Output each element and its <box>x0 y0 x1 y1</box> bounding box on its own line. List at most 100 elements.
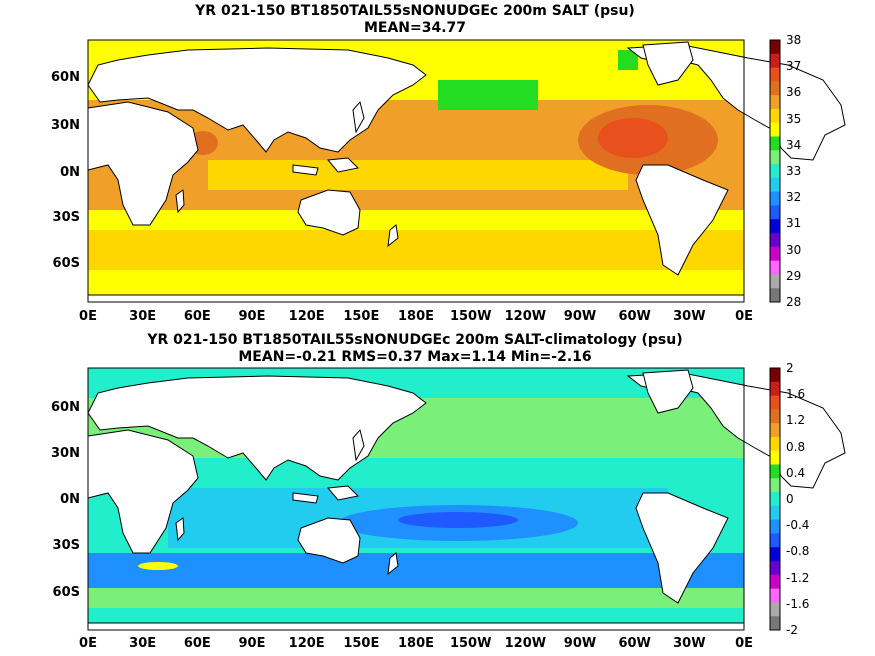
bottom-colorbar-tick: 1.2 <box>786 413 806 428</box>
bottom-lat-60n: 60N <box>51 400 80 415</box>
top-colorbar-swatch <box>770 122 780 138</box>
bottom-lon-label: 0E <box>735 636 753 651</box>
bottom-lon-label: 60W <box>618 636 651 651</box>
bottom-lat-0n: 0N <box>60 492 80 507</box>
bottom-colorbar-swatch <box>770 588 780 603</box>
bottom-colorbar-tick: -2 <box>786 623 798 637</box>
bottom-lon-label: 90W <box>563 636 597 651</box>
top-lon-label: 120E <box>288 309 325 324</box>
bottom-colorbar-tick: 0 <box>786 492 794 506</box>
top-colorbar-tick: 38 <box>786 33 802 47</box>
bottom-colorbar-swatch <box>770 616 780 631</box>
bottom-colorbar-swatch <box>770 368 780 383</box>
top-colorbar-swatch <box>770 191 780 206</box>
bottom-colorbar-tick: -0.8 <box>786 544 810 559</box>
top-colorbar-tick: 30 <box>786 242 802 257</box>
top-colorbar-tick: 31 <box>786 216 802 231</box>
bottom-lon-label: 60E <box>183 636 211 651</box>
top-colorbar-swatch <box>770 246 780 262</box>
top-lon-label: 0E <box>735 309 753 324</box>
top-colorbar-tick: 35 <box>786 111 802 126</box>
bottom-colorbar-tick: -1.6 <box>786 596 810 611</box>
top-lon-label: 150E <box>343 309 380 324</box>
bottom-lon-label: 180E <box>398 636 435 651</box>
bottom-colorbar-swatch <box>770 423 780 438</box>
top-colorbar <box>769 39 781 303</box>
bottom-colorbar-tick: -0.4 <box>786 518 810 533</box>
top-lon-label: 60W <box>618 309 651 324</box>
bottom-colorbar-swatch <box>770 478 780 493</box>
top-colorbar-swatch <box>770 164 780 179</box>
bottom-lon-label: 0E <box>79 636 97 651</box>
top-lat-30s: 30S <box>52 210 80 225</box>
top-lat-0n: 0N <box>60 165 80 180</box>
bottom-colorbar-swatch <box>770 395 780 410</box>
top-colorbar-swatch <box>770 205 780 220</box>
top-colorbar-tick: 34 <box>786 137 802 152</box>
top-colorbar-swatch <box>770 40 780 55</box>
top-lon-label: 90E <box>238 309 266 324</box>
top-lon-label: 60E <box>183 309 211 324</box>
bottom-colorbar-swatch <box>770 519 780 534</box>
bottom-colorbar-swatch <box>770 533 780 548</box>
bottom-lon-label: 90E <box>238 636 266 651</box>
top-lat-60n: 60N <box>51 70 80 85</box>
bottom-colorbar-swatch <box>770 505 780 521</box>
bottom-colorbar <box>769 367 781 631</box>
top-colorbar-frame <box>769 39 781 303</box>
top-panel-mean: MEAN=34.77 <box>363 20 467 36</box>
top-panel-title: YR 021-150 BT1850TAIL55sNONUDGEc 200m SA… <box>195 3 635 19</box>
bottom-colorbar-swatch <box>770 381 780 397</box>
top-lon-label: 30E <box>129 309 157 324</box>
bottom-colorbar-frame <box>769 367 781 631</box>
top-colorbar-swatch <box>770 219 780 234</box>
bottom-colorbar-swatch <box>770 450 780 466</box>
bottom-lon-label: 150E <box>343 636 380 651</box>
top-lon-label: 180E <box>398 309 435 324</box>
bottom-lon-label: 30W <box>673 636 706 651</box>
bottom-panel-title: YR 021-150 BT1850TAIL55sNONUDGEc 200m SA… <box>147 332 683 348</box>
top-colorbar-swatch <box>770 233 780 248</box>
top-colorbar-swatch <box>770 260 780 275</box>
top-colorbar-swatch <box>770 288 780 303</box>
bottom-lon-label: 120W <box>504 636 547 651</box>
top-lon-label: 150W <box>449 309 492 324</box>
top-colorbar-swatch <box>770 274 780 289</box>
bottom-lon-label: 150W <box>449 636 492 651</box>
bottom-map <box>87 367 846 631</box>
bottom-lat-30n: 30N <box>51 446 80 461</box>
top-lat-30n: 30N <box>51 118 80 133</box>
top-colorbar-swatch <box>770 81 780 96</box>
top-colorbar-swatch <box>770 177 780 193</box>
top-colorbar-tick: 37 <box>786 59 802 74</box>
top-lon-label: 120W <box>504 309 547 324</box>
top-colorbar-swatch <box>770 53 780 69</box>
bottom-colorbar-swatch <box>770 574 780 590</box>
top-colorbar-swatch <box>770 108 780 124</box>
top-colorbar-tick: 36 <box>786 85 802 100</box>
bottom-panel-stats: MEAN=-0.21 RMS=0.37 Max=1.14 Min=-2.16 <box>238 349 592 365</box>
top-colorbar-swatch <box>770 136 780 151</box>
bottom-colorbar-tick: 2 <box>786 361 794 375</box>
top-colorbar-tick: 33 <box>786 164 802 178</box>
bottom-colorbar-swatch <box>770 602 780 617</box>
top-colorbar-tick: 32 <box>786 190 802 205</box>
top-colorbar-tick: 28 <box>786 295 802 309</box>
bottom-colorbar-tick: 0.4 <box>786 465 806 480</box>
bottom-colorbar-swatch <box>770 492 780 507</box>
top-lat-60s: 60S <box>52 256 80 271</box>
bottom-colorbar-swatch <box>770 436 780 452</box>
bottom-colorbar-tick: 1.6 <box>786 387 806 402</box>
bottom-lat-30s: 30S <box>52 538 80 553</box>
top-colorbar-swatch <box>770 95 780 110</box>
top-colorbar-swatch <box>770 67 780 82</box>
top-map <box>87 39 846 303</box>
bottom-lon-label: 120E <box>288 636 325 651</box>
bottom-lon-label: 30E <box>129 636 157 651</box>
bottom-colorbar-tick: -1.2 <box>786 570 810 585</box>
bottom-colorbar-tick: 0.8 <box>786 439 806 454</box>
bottom-colorbar-swatch <box>770 561 780 576</box>
top-colorbar-swatch <box>770 150 780 165</box>
bottom-colorbar-swatch <box>770 464 780 479</box>
top-colorbar-tick: 29 <box>786 268 802 283</box>
